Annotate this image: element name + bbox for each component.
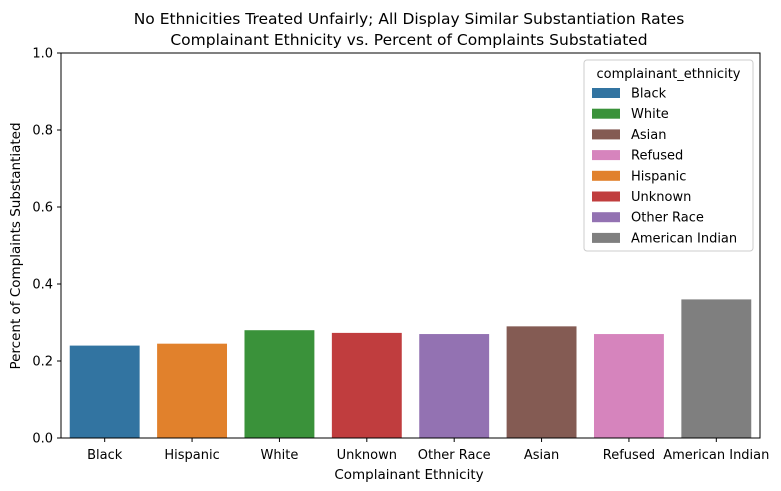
bar-asian	[506, 326, 577, 438]
bar-black	[69, 345, 140, 438]
legend-label: Black	[631, 87, 667, 102]
y-tick-label: 0.0	[32, 432, 53, 447]
x-tick-label: White	[261, 448, 299, 463]
bar-other-race	[419, 334, 490, 438]
legend-swatch	[592, 232, 620, 243]
y-tick-label: 0.6	[32, 201, 53, 216]
legend-swatch	[592, 212, 620, 223]
legend-label: Asian	[631, 128, 666, 143]
legend-label: Hispanic	[631, 169, 686, 184]
legend-label: Other Race	[631, 211, 704, 226]
bar-american-indian	[681, 299, 752, 438]
y-axis-label: Percent of Complaints Substantiated	[8, 122, 24, 369]
chart-title: No Ethnicities Treated Unfairly; All Dis…	[134, 10, 685, 28]
x-axis-label: Complainant Ethnicity	[334, 467, 483, 483]
legend-label: American Indian	[631, 231, 737, 246]
bar-hispanic	[157, 343, 228, 438]
legend-swatch	[592, 129, 620, 140]
legend-swatch	[592, 88, 620, 98]
plot-area: Black Hispanic White Unknown Other Race Asian…	[32, 47, 769, 464]
legend-label: Unknown	[631, 190, 691, 205]
y-tick-label: 1.0	[32, 47, 53, 62]
legend-box	[583, 59, 754, 252]
x-tick-label: Black	[87, 448, 123, 463]
x-tick-label: Asian	[524, 448, 559, 463]
y-tick-label: 0.4	[32, 278, 53, 293]
x-tick-label: Hispanic	[164, 448, 219, 463]
x-tick-label: American Indian	[663, 448, 769, 463]
legend-title: complainant_ethnicity	[597, 67, 741, 82]
y-tick-label: 0.8	[32, 124, 53, 139]
y-tick-label: 0.2	[32, 355, 53, 370]
x-tick-label: Unknown	[337, 448, 397, 463]
chart-subtitle: Complainant Ethnicity vs. Percent of Com…	[170, 31, 647, 49]
legend-swatch	[592, 170, 620, 181]
legend: complainant_ethnicity Black White Asian Refu…	[583, 59, 754, 252]
x-tick-label: Refused	[603, 448, 655, 463]
bar-refused	[593, 334, 664, 438]
legend-label: Refused	[631, 149, 683, 164]
legend-swatch	[592, 150, 620, 161]
legend-label: White	[631, 107, 669, 122]
x-tick-label: Other Race	[418, 448, 491, 463]
bar-white	[244, 330, 315, 438]
bar-unknown	[331, 332, 402, 438]
legend-swatch	[592, 108, 620, 119]
axes-frame	[60, 52, 761, 439]
legend-swatch	[592, 191, 620, 202]
